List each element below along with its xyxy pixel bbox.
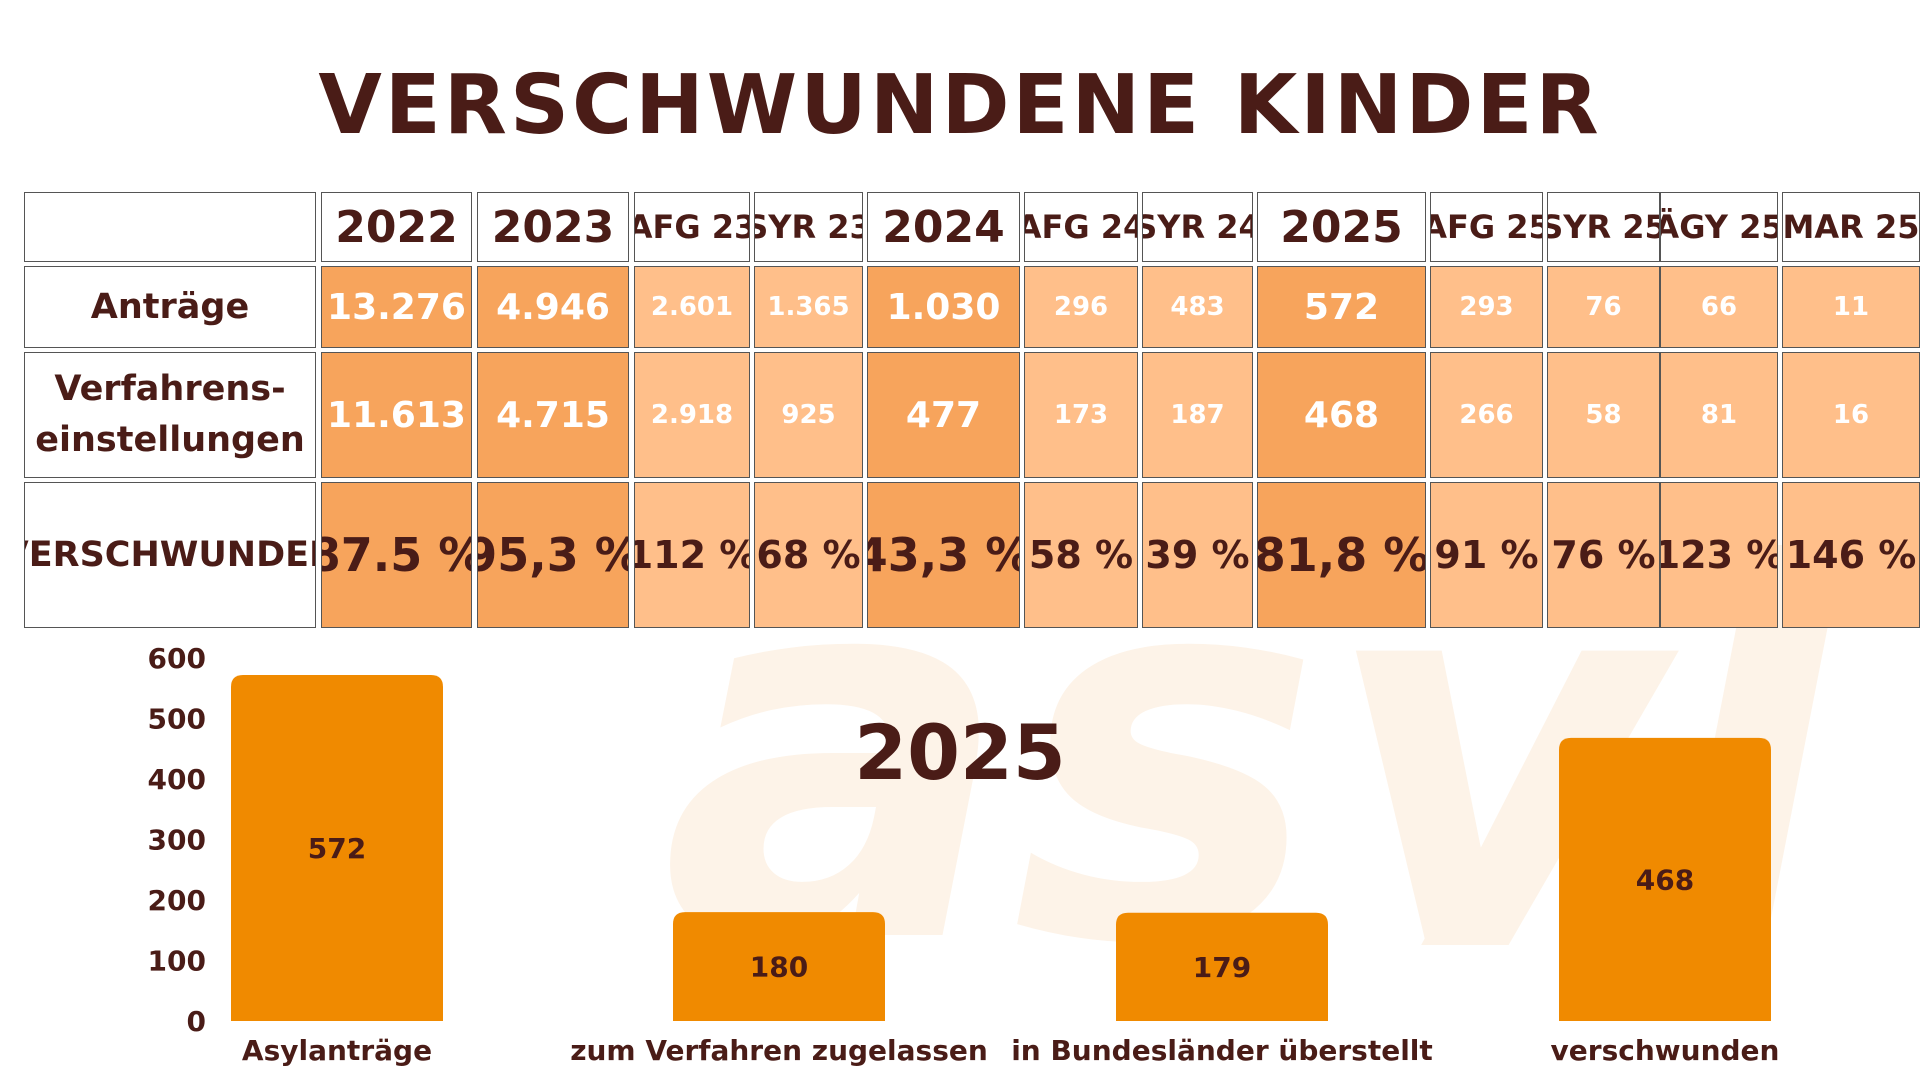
y-tick-label: 200 [148, 884, 206, 917]
table-header-cell: ÄGY 25 [1660, 192, 1778, 262]
table-cell: 43,3 % [867, 482, 1020, 628]
table-cell: 483 [1142, 266, 1253, 348]
table-header-cell: AFG 23 [634, 192, 750, 262]
table-cell: 1.030 [867, 266, 1020, 348]
table-cell: 58 % [1024, 482, 1138, 628]
category-label: zum Verfahren zugelassen [570, 1034, 988, 1067]
table-header-cell: 2022 [321, 192, 472, 262]
y-tick-label: 400 [148, 763, 206, 796]
table-cell: 39 % [1142, 482, 1253, 628]
page-title: VERSCHWUNDENE KINDER [318, 58, 1602, 153]
bar-value-label: 179 [1193, 951, 1251, 984]
table-cell: 76 % [1547, 482, 1660, 628]
table-cell: 58 [1547, 352, 1660, 478]
table-cell: 468 [1257, 352, 1426, 478]
table-cell: 91 % [1430, 482, 1543, 628]
bar-value-label: 468 [1636, 863, 1694, 896]
table-cell: 187 [1142, 352, 1253, 478]
y-tick-label: 600 [148, 642, 206, 675]
table-cell: 293 [1430, 266, 1543, 348]
table-header-cell: 2025 [1257, 192, 1426, 262]
bar-value-label: 180 [750, 951, 808, 984]
bar [673, 912, 885, 1021]
bar [231, 674, 443, 1021]
table-cell: 4.946 [477, 266, 629, 348]
table-cell: 4.715 [477, 352, 629, 478]
table-cell: 87.5 % [321, 482, 472, 628]
chart-title: 2025 [854, 708, 1066, 797]
table-header-cell: SYR 25 [1547, 192, 1660, 262]
table-cell: 173 [1024, 352, 1138, 478]
table-header-cell: 2024 [867, 192, 1020, 262]
table-cell: 572 [1257, 266, 1426, 348]
table-cell: 123 % [1660, 482, 1778, 628]
table-cell: 2.601 [634, 266, 750, 348]
y-tick-label: 100 [148, 945, 206, 978]
table-row-label: VERSCHWUNDEN [24, 482, 316, 628]
bar-value-label: 572 [308, 832, 366, 865]
table-row-label: Verfahrens- einstellungen [24, 352, 316, 478]
table-cell: 13.276 [321, 266, 472, 348]
table-cell: 266 [1430, 352, 1543, 478]
table-cell: 11.613 [321, 352, 472, 478]
table-row-label: Anträge [24, 266, 316, 348]
table-cell: 81 [1660, 352, 1778, 478]
table-cell: 112 % [634, 482, 750, 628]
y-tick-label: 0 [187, 1005, 206, 1038]
table-cell: 66 [1660, 266, 1778, 348]
table-cell: 2.918 [634, 352, 750, 478]
category-label: in Bundesländer überstellt [1011, 1034, 1433, 1067]
table-header-cell: SYR 23 [754, 192, 863, 262]
table-cell: 16 [1782, 352, 1920, 478]
table-header-cell: AFG 25 [1430, 192, 1543, 262]
table-cell: 95,3 % [477, 482, 629, 628]
category-label: Asylanträge [242, 1034, 432, 1067]
y-tick-label: 300 [148, 824, 206, 857]
table-cell: 81,8 % [1257, 482, 1426, 628]
table-cell: 925 [754, 352, 863, 478]
table-header-cell: AFG 24 [1024, 192, 1138, 262]
table-cell: 76 [1547, 266, 1660, 348]
table-header-cell: SYR 24 [1142, 192, 1253, 262]
category-label: verschwunden [1551, 1034, 1780, 1067]
table-cell: 1.365 [754, 266, 863, 348]
y-tick-label: 500 [148, 703, 206, 736]
table-cell: 68 % [754, 482, 863, 628]
bar [1116, 912, 1328, 1021]
table-header-cell: MAR 25 [1782, 192, 1920, 262]
table-cell: 296 [1024, 266, 1138, 348]
table-header-corner [24, 192, 316, 262]
table-header-cell: 2023 [477, 192, 629, 262]
bar [1559, 737, 1771, 1021]
table-cell: 477 [867, 352, 1020, 478]
